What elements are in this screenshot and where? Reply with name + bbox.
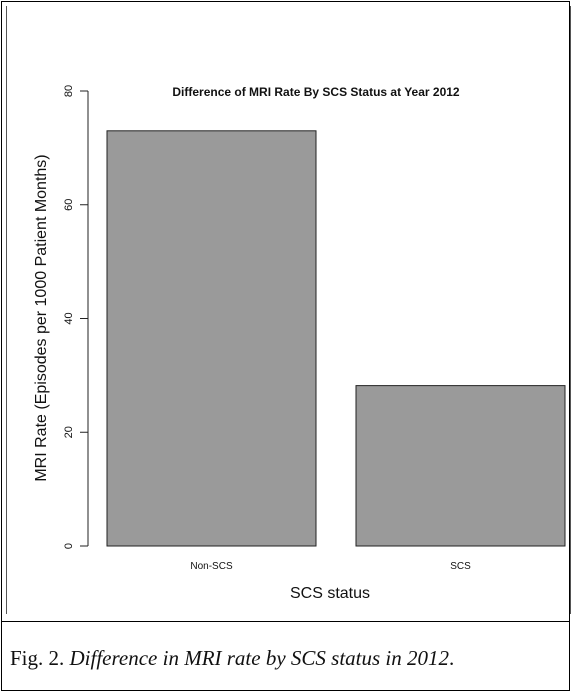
y-tick-label: 40 <box>63 312 75 324</box>
chart-title: Difference of MRI Rate By SCS Status at … <box>172 85 460 99</box>
y-tick-label: 80 <box>63 85 75 97</box>
plot-panel <box>6 6 571 614</box>
x-axis-label: SCS status <box>290 585 370 602</box>
x-tick-labels: Non-SCS SCS <box>190 561 471 572</box>
caption-text: Difference in MRI rate by SCS status in … <box>69 646 450 670</box>
bar-chart: Difference of MRI Rate By SCS Status at … <box>33 85 566 602</box>
y-tick-label: 0 <box>63 543 75 549</box>
y-tick-label: 20 <box>63 426 75 438</box>
caption-suffix: . <box>449 646 455 670</box>
caption-divider <box>1 621 570 622</box>
bar-scs <box>355 385 566 547</box>
bars <box>106 130 566 547</box>
caption-prefix: Fig. 2. <box>10 646 70 670</box>
x-tick-label: Non-SCS <box>190 561 233 572</box>
bar-non-scs <box>106 130 317 547</box>
y-axis: 0 20 40 60 80 <box>63 85 89 549</box>
figure-caption: Fig. 2. Difference in MRI rate by SCS st… <box>10 646 454 671</box>
y-tick-label: 60 <box>63 199 75 211</box>
y-axis-label: MRI Rate (Episodes per 1000 Patient Mont… <box>33 154 50 481</box>
x-tick-label: SCS <box>450 561 471 572</box>
